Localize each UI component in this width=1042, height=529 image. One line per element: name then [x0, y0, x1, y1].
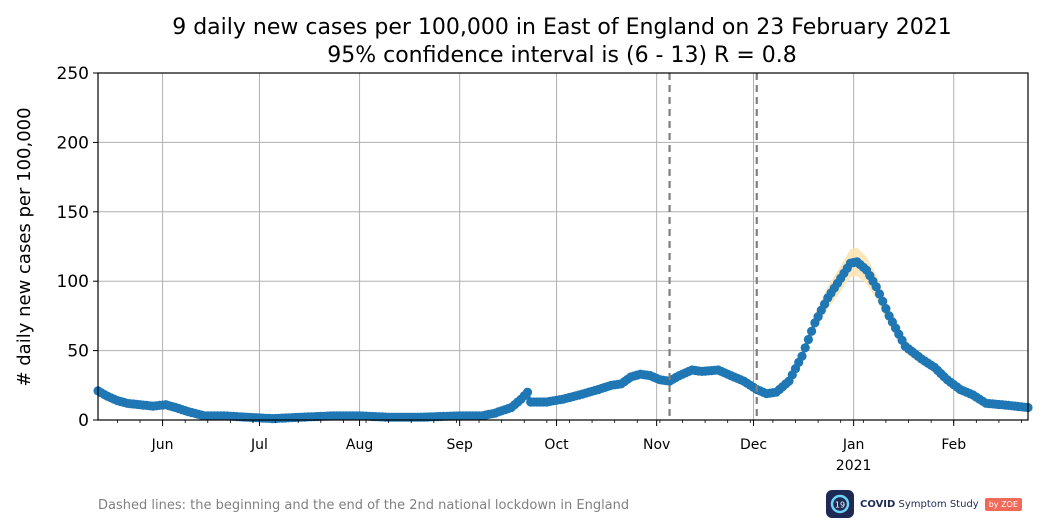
y-tick-label: 0 [78, 411, 89, 431]
x-year-label: 2021 [836, 458, 872, 474]
data-point [797, 351, 807, 361]
plot-area [93, 73, 1033, 424]
logo-zoe-badge: by ZOE [984, 497, 1022, 511]
data-point [878, 296, 888, 306]
y-tick-label: 150 [57, 203, 89, 223]
x-tick-label: Aug [346, 437, 373, 453]
svg-text:19: 19 [835, 501, 845, 510]
x-tick-label: Feb [941, 437, 966, 453]
x-tick-label: Jul [250, 437, 268, 453]
confidence-band [98, 247, 1028, 420]
data-point [522, 387, 533, 397]
data-point [800, 343, 810, 353]
x-tick-label: Jun [151, 437, 174, 453]
data-point [807, 326, 817, 336]
data-point [803, 334, 814, 345]
logo-mark-icon: 19 [826, 490, 854, 518]
data-point [881, 304, 891, 314]
chart: 9 daily new cases per 100,000 in East of… [14, 15, 1033, 474]
axes: 0 50 100 150 200 250 Jun Jul Aug Sep Oct Nov Dec Jan F… [57, 64, 1029, 474]
x-tick-label: Sep [446, 437, 473, 453]
chart-title-line2: 95% confidence interval is (6 - 13) R = … [327, 43, 797, 68]
y-tick-label: 100 [57, 272, 89, 292]
x-tick-label: Jan [842, 437, 865, 453]
covid-symptom-study-logo: 19 COVID Symptom Study by ZOE [826, 489, 1022, 519]
data-point [871, 282, 881, 292]
x-tick-label: Dec [740, 437, 767, 453]
grid [98, 72, 1028, 421]
y-tick-label: 50 [67, 342, 89, 362]
y-axis-label: # daily new cases per 100,000 [14, 107, 35, 386]
x-tick-label: Nov [643, 437, 670, 453]
chart-title-line1: 9 daily new cases per 100,000 in East of… [172, 15, 952, 40]
footnote: Dashed lines: the beginning and the end … [98, 498, 630, 513]
data-point [874, 289, 885, 299]
plot-frame [97, 72, 1029, 421]
x-tick-label: Oct [544, 437, 569, 453]
y-tick-label: 250 [57, 64, 89, 84]
y-tick-label: 200 [57, 133, 89, 153]
logo-text: COVID Symptom Study [860, 498, 979, 510]
